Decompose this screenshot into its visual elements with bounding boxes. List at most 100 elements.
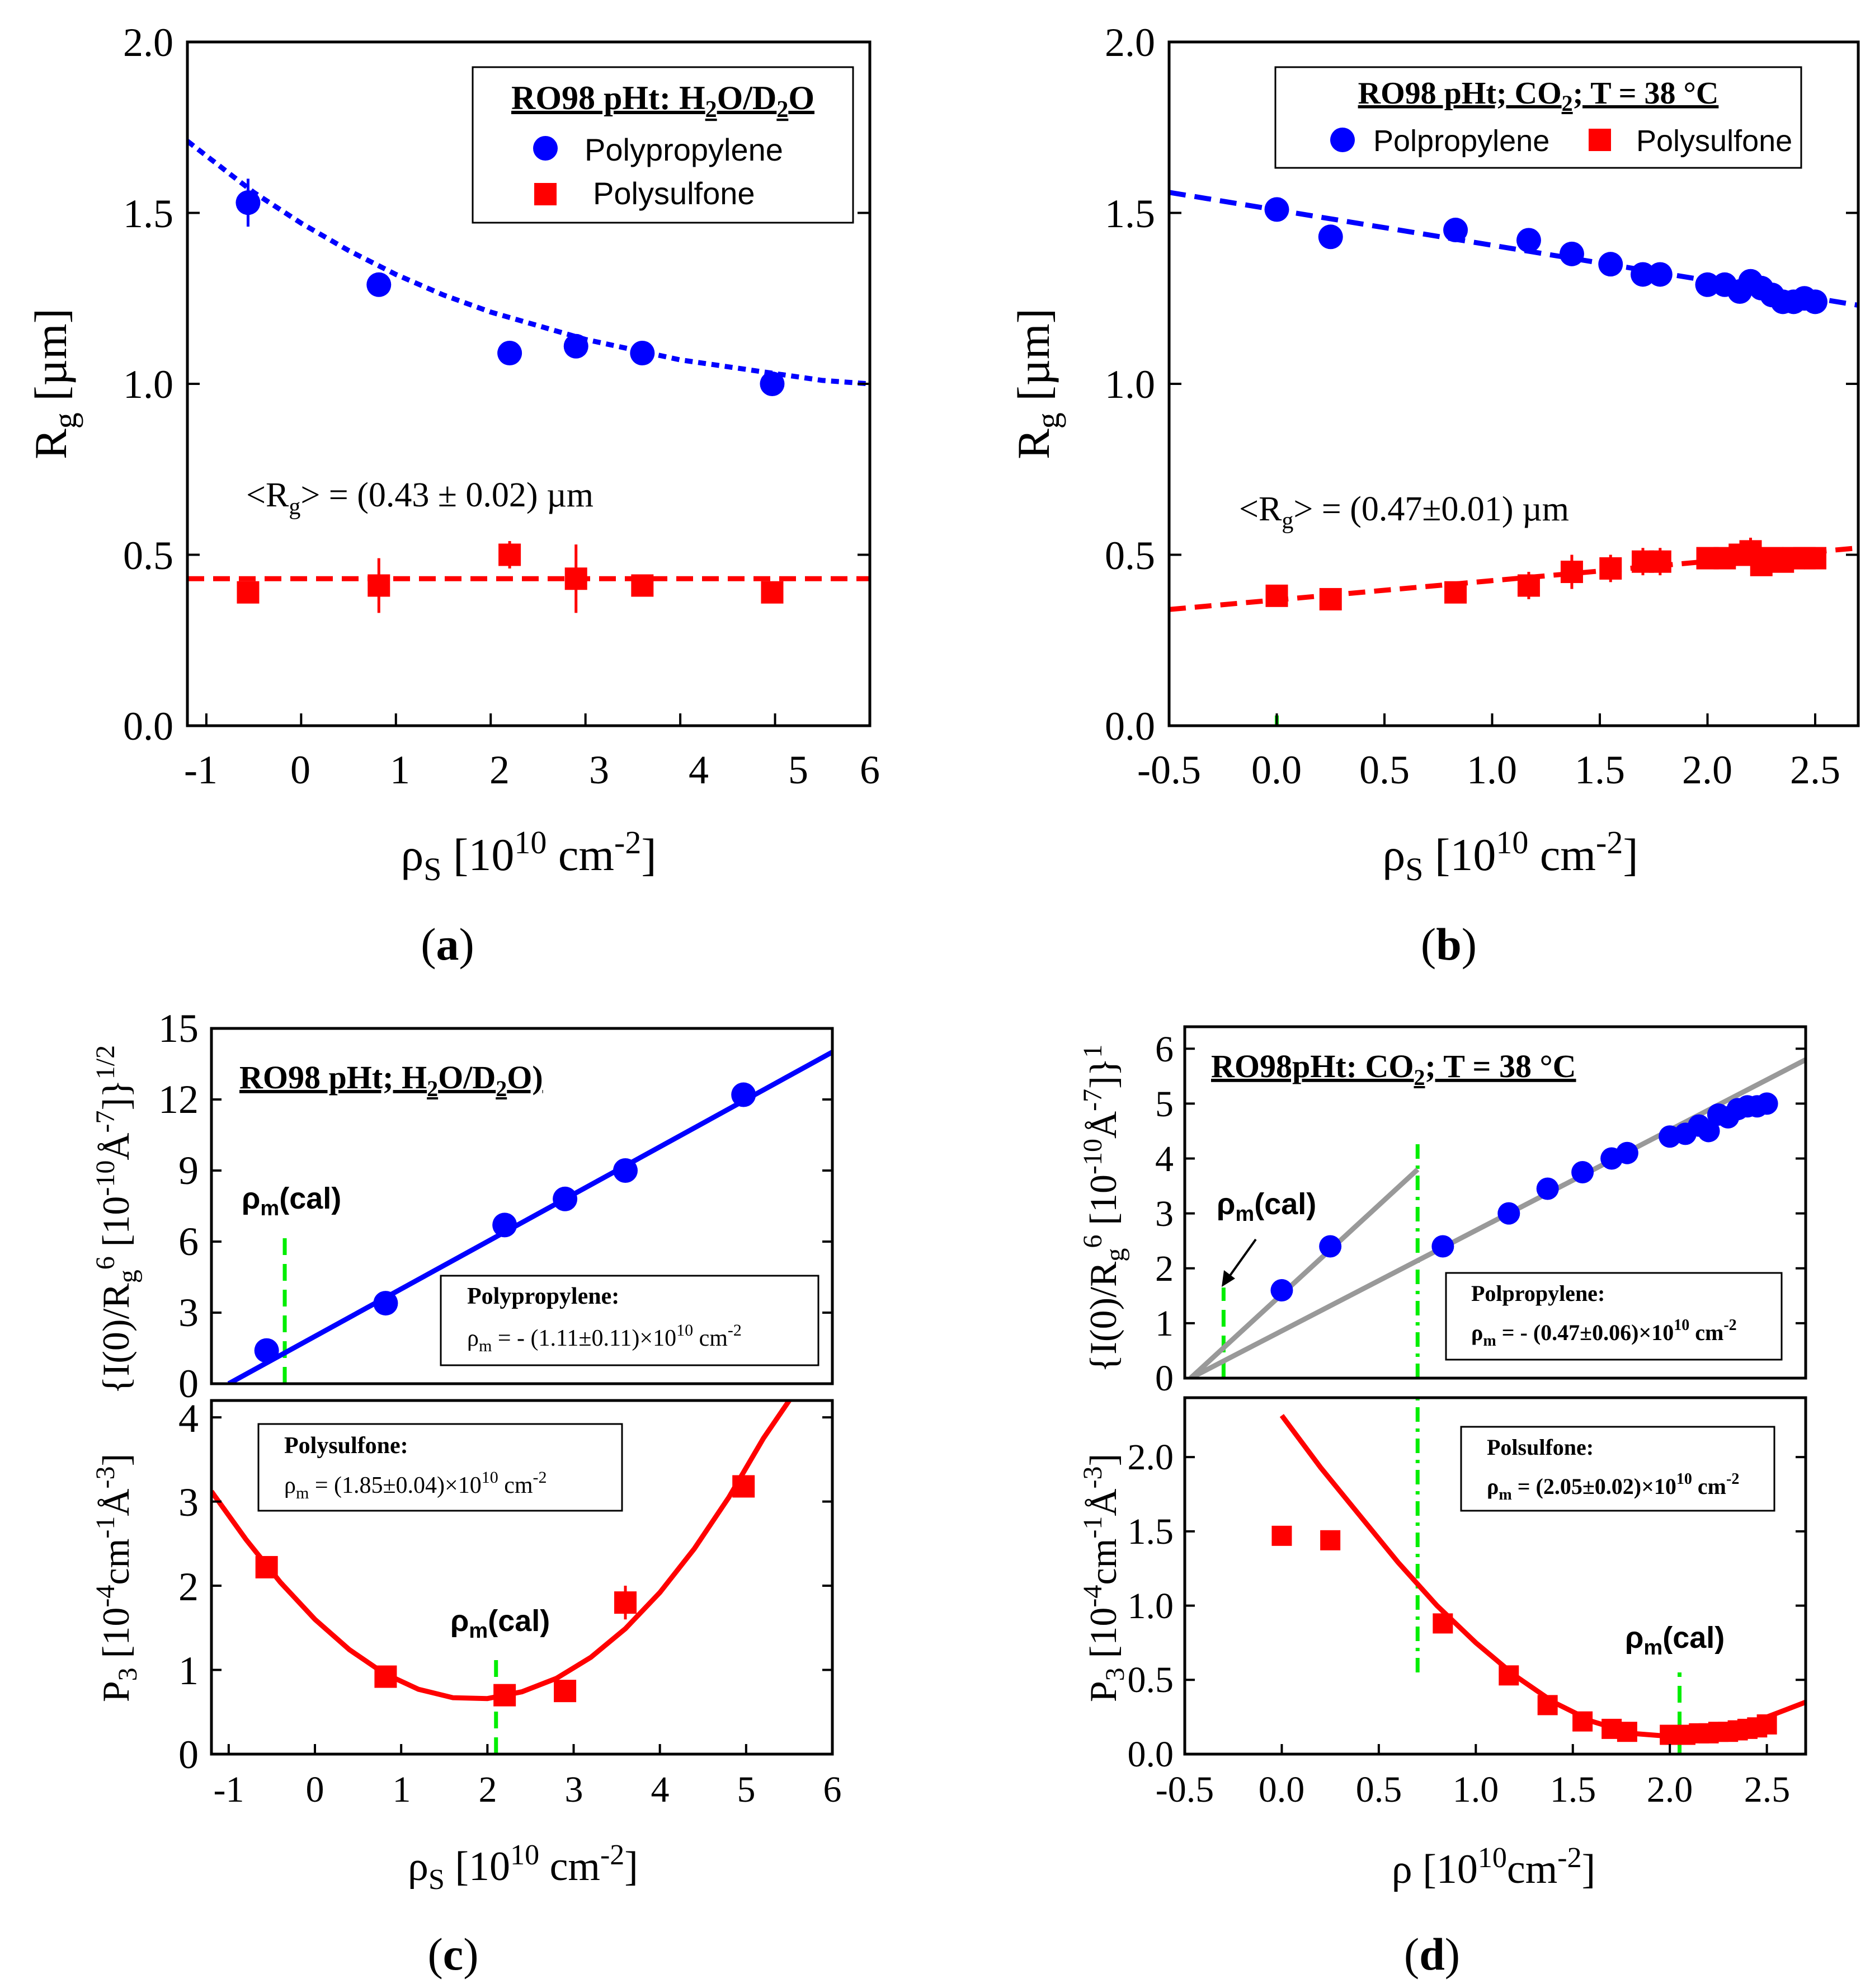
legend-title-c: RO98 pHt; H2O/D2O) <box>239 1059 543 1101</box>
xtick-b-1: 0.0 <box>1251 748 1302 792</box>
xtick-c-4: 3 <box>565 1769 583 1810</box>
data-point-d-bottom-0-0 <box>1271 1525 1292 1546</box>
xtick-c-7: 6 <box>823 1769 842 1810</box>
xtick-b-6: 2.5 <box>1790 748 1840 792</box>
ytick-a-3: 1.5 <box>123 191 173 236</box>
data-point-b-0-17 <box>1803 289 1827 314</box>
y-axis-label-b: Rg [µm] <box>1008 308 1066 459</box>
panel-c-bottom: -1 0 1 2 3 4 5 6 0 1 2 3 4 ρm(cal) Polys… <box>178 1396 842 1896</box>
ytick-labels-c-top: 0 3 6 9 12 15 <box>158 1006 199 1406</box>
xtick-a-5: 4 <box>689 748 709 792</box>
data-point-c-bottom-0-0 <box>255 1555 278 1578</box>
annotation-box-d-bottom-text: ρm = (2.05±0.02)×1010 cm-2 <box>1487 1470 1739 1503</box>
ytick-ct-1: 3 <box>178 1290 199 1335</box>
xtick-labels-d: -0.5 0.0 0.5 1.0 1.5 2.0 2.5 <box>1156 1769 1790 1810</box>
xtick-b-5: 2.0 <box>1682 748 1732 792</box>
ytick-db-3: 1.5 <box>1128 1511 1174 1552</box>
fit-line-d-top-1 <box>1189 1167 1420 1378</box>
data-point-d-top-0-4 <box>1536 1177 1559 1200</box>
data-point-b-1-7 <box>1648 550 1671 573</box>
ticks-c-bottom <box>211 1416 833 1755</box>
legend-marker-b-square <box>1589 129 1611 151</box>
xtick-a-1: 0 <box>290 748 310 792</box>
data-point-b-1-5 <box>1599 557 1622 580</box>
xtick-c-0: -1 <box>214 1769 244 1810</box>
xtick-d-0: -0.5 <box>1156 1769 1214 1810</box>
annotation-box-d-top-frame <box>1445 1272 1783 1361</box>
arrow-shaft-d <box>1227 1238 1257 1280</box>
panel-d-top: 0 1 2 3 4 5 6 RO98pHt: CO2; T = 38 °C ρm… <box>1155 1025 1807 1399</box>
xtick-b-4: 1.5 <box>1575 748 1625 792</box>
ytick-dt-2: 2 <box>1155 1248 1174 1289</box>
data-point-a-1-0 <box>237 581 260 604</box>
xtick-labels-c: -1 0 1 2 3 4 5 6 <box>214 1769 842 1810</box>
x-axis-label-b: ρS [1010 cm-2] <box>1382 824 1638 887</box>
legend-title-a: RO98 pHt: H2O/D2O <box>511 79 814 123</box>
data-point-c-bottom-0-1 <box>374 1665 397 1688</box>
ytick-cb-1: 1 <box>178 1648 199 1693</box>
ytick-ct-4: 12 <box>158 1077 199 1122</box>
xtick-d-5: 2.0 <box>1647 1769 1693 1810</box>
xtick-d-2: 0.5 <box>1356 1769 1402 1810</box>
data-point-d-bottom-0-4 <box>1537 1695 1558 1716</box>
y-axis-label-d-top: {I(0)/Rg6 [10-10Å-7]}1 <box>1078 1045 1130 1373</box>
panel-a: -1 0 1 2 3 4 5 6 0.0 0.5 1.0 1.5 2.0 ρS … <box>25 20 880 887</box>
ytick-a-0: 0.0 <box>123 704 173 749</box>
data-point-c-bottom-0-2 <box>493 1684 516 1707</box>
fit-line-d-top-0 <box>1189 1057 1806 1378</box>
panel-b: -0.5 0.0 0.5 1.0 1.5 2.0 2.5 0.0 0.5 1.0… <box>1008 20 1860 887</box>
ytick-db-0: 0.0 <box>1128 1734 1174 1775</box>
xtick-c-5: 4 <box>651 1769 670 1810</box>
xtick-d-4: 1.5 <box>1550 1769 1596 1810</box>
ticks-d-bottom <box>1184 1456 1806 1755</box>
ytick-dt-5: 5 <box>1155 1084 1174 1125</box>
data-point-b-0-0 <box>1264 197 1289 222</box>
xtick-a-0: -1 <box>184 748 218 792</box>
data-point-c-top-0-4 <box>613 1158 638 1183</box>
data-point-d-top-0-11 <box>1697 1120 1720 1143</box>
caption-a: (a) <box>421 919 474 970</box>
data-point-d-bottom-0-2 <box>1433 1613 1453 1634</box>
annotation-box-d-bottom-frame <box>1460 1426 1775 1512</box>
rho-m-cal-label-d-top: ρm(cal) <box>1217 1187 1316 1226</box>
xtick-a-6: 5 <box>788 748 808 792</box>
y-axis-label-d-bottom: P3 [10-4cm-1Å-3] <box>1078 1454 1130 1702</box>
ytick-a-4: 2.0 <box>123 20 173 65</box>
fit-layer-a <box>187 139 870 581</box>
ytick-cb-4: 4 <box>178 1396 199 1441</box>
annotation-a: <Rg> = (0.43 ± 0.02) µm <box>246 476 593 520</box>
legend-entry-b-0: Polpropylene <box>1373 124 1549 158</box>
xtick-d-1: 0.0 <box>1259 1769 1305 1810</box>
ytick-labels-d-bottom: 0.0 0.5 1.0 1.5 2.0 <box>1128 1437 1174 1775</box>
panel-d-bottom: -0.5 0.0 0.5 1.0 1.5 2.0 2.5 0.0 0.5 1.0… <box>1128 1396 1807 1892</box>
ytick-b-1: 0.5 <box>1105 533 1155 578</box>
data-point-d-top-0-5 <box>1571 1161 1594 1184</box>
annotation-box-d-bottom-title: Polsulfone: <box>1487 1435 1594 1460</box>
data-point-a-0-4 <box>630 341 655 366</box>
x-axis-label-c: ρS [1010 cm-2] <box>408 1839 638 1896</box>
data-point-c-bottom-0-5 <box>732 1475 755 1498</box>
xtick-d-3: 1.0 <box>1453 1769 1499 1810</box>
legend-title-b: RO98 pHt; CO2; T = 38 °C <box>1358 76 1719 116</box>
data-point-b-1-1 <box>1319 588 1342 610</box>
ytick-a-1: 0.5 <box>123 533 173 578</box>
arrow-head-d <box>1222 1270 1235 1287</box>
ytick-labels-d-top: 0 1 2 3 4 5 6 <box>1155 1029 1174 1399</box>
data-point-a-0-5 <box>760 372 785 396</box>
data-point-a-1-5 <box>761 581 784 604</box>
data-point-c-top-0-1 <box>373 1291 398 1316</box>
y-axis-label-c-bottom: P3 [10-4cm-1Å-3] <box>91 1454 143 1702</box>
data-point-a-0-1 <box>366 272 392 297</box>
data-point-d-bottom-0-3 <box>1499 1665 1519 1686</box>
data-point-c-top-0-2 <box>492 1212 517 1238</box>
annotation-box-c-top-title: Polypropylene: <box>467 1284 619 1309</box>
annotation-box-c-top-frame <box>440 1275 819 1366</box>
fit-layer-d-top <box>1189 1057 1806 1378</box>
legend-a: RO98 pHt: H2O/D2O Polypropylene Polysulf… <box>472 66 854 224</box>
data-point-d-top-0-17 <box>1755 1092 1778 1115</box>
data-point-b-1-0 <box>1265 584 1288 607</box>
data-point-d-top-0-2 <box>1431 1235 1454 1258</box>
xtick-c-2: 1 <box>393 1769 411 1810</box>
ytick-labels-c-bottom: 0 1 2 3 4 <box>178 1396 199 1777</box>
ticks-d-top <box>1185 1047 1806 1379</box>
